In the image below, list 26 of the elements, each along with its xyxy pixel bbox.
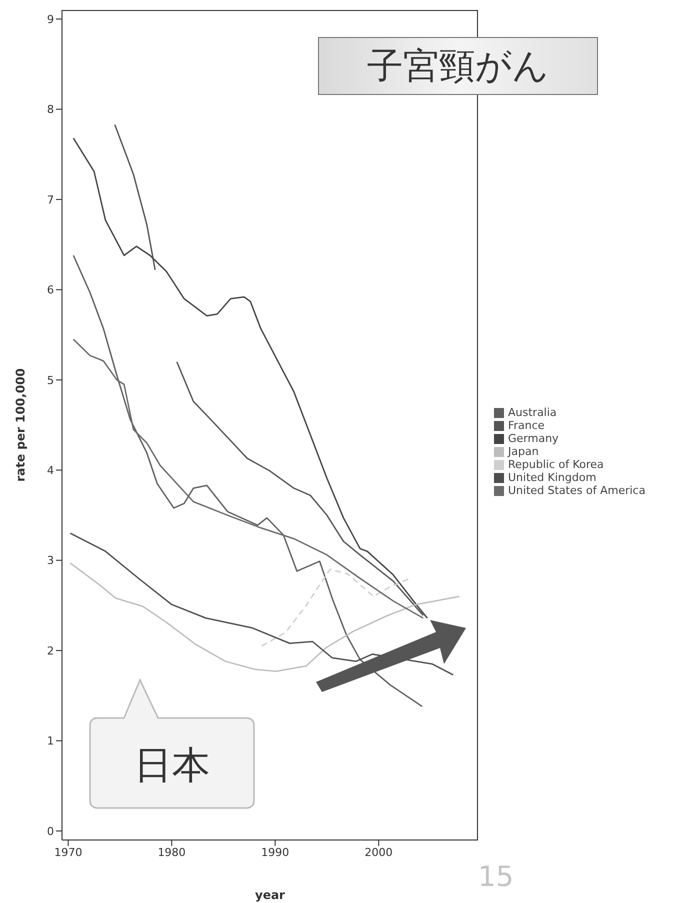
y-tick-label: 1 — [47, 734, 54, 748]
x-tick-label: 1980 — [158, 846, 186, 859]
legend-label: United Kingdom — [508, 471, 596, 484]
legend-label: Japan — [508, 445, 539, 458]
y-tick-label: 5 — [47, 374, 54, 387]
y-tick-label: 0 — [47, 824, 54, 838]
text: 子宮頸がん — [318, 37, 598, 95]
y-tick-label: 4 — [47, 464, 54, 478]
y-tick-label: 8 — [47, 103, 54, 116]
y-tick-label: 7 — [47, 193, 54, 206]
legend-label: Australia — [508, 406, 557, 419]
x-tick-label: 1990 — [261, 846, 290, 859]
y-tick-label: 3 — [47, 554, 54, 568]
annotation: 日本 — [133, 742, 211, 788]
y-tick-label: 2 — [47, 644, 54, 658]
legend-label: Germany — [508, 432, 559, 445]
legend-label: Republic of Korea — [508, 458, 604, 471]
y-tick-label: 6 — [47, 284, 54, 297]
text: 15 — [478, 860, 514, 893]
x-axis-title: year — [255, 888, 286, 902]
y-tick-label: 9 — [47, 12, 54, 26]
x-tick-label: 2000 — [364, 846, 393, 859]
x-tick-label: 1970 — [54, 846, 82, 859]
legend-label: France — [508, 419, 545, 432]
legend-label: United States of America — [508, 484, 646, 497]
y-axis-title: rate per 100,000 — [13, 368, 28, 482]
